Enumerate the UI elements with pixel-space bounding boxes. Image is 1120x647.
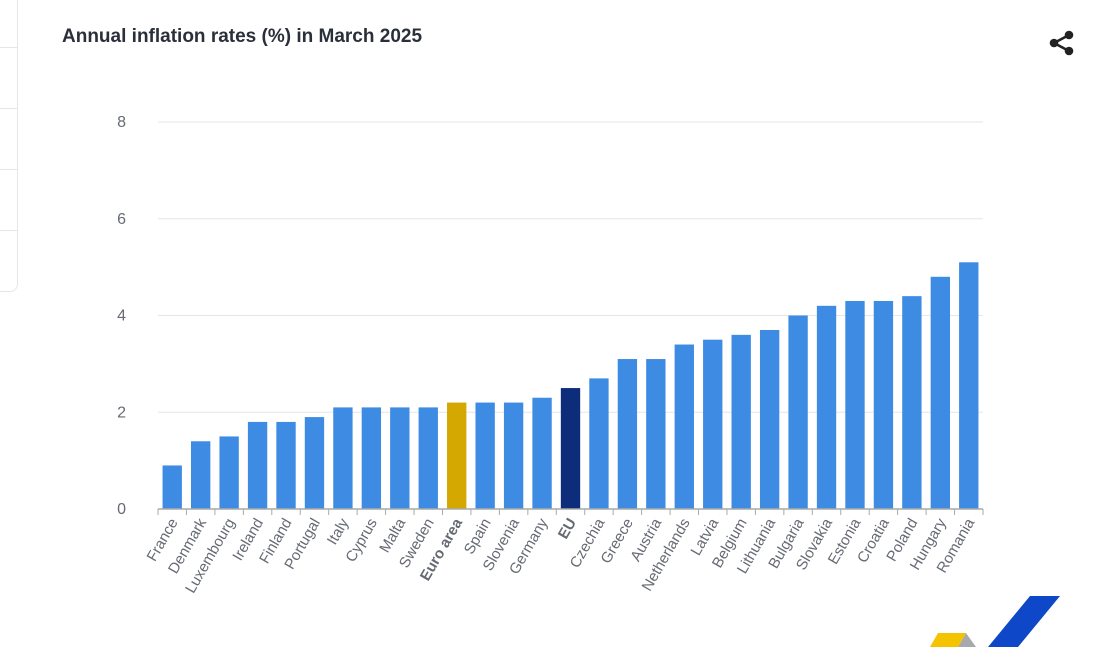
bar: [447, 402, 467, 509]
bar: [959, 262, 979, 509]
bar: [191, 441, 211, 509]
bar: [845, 300, 865, 509]
y-tick-label: 2: [117, 404, 126, 421]
eurostat-logo-mark: [930, 596, 1060, 647]
side-panel-divider: [0, 47, 17, 48]
y-tick-label: 4: [117, 308, 126, 325]
y-tick-label: 8: [117, 114, 126, 131]
bar: [759, 330, 780, 509]
side-panel: [0, 0, 18, 292]
bar: [532, 397, 552, 509]
bar: [617, 359, 638, 509]
bar: [816, 305, 837, 509]
y-axis-ticks: 0 2 4 6 8: [117, 114, 126, 518]
x-tick-label: Italy: [324, 515, 353, 548]
side-panel-divider: [0, 108, 17, 109]
x-axis: [157, 508, 984, 515]
bar: [247, 421, 268, 509]
bar: [731, 334, 751, 509]
side-panel-divider: [0, 230, 17, 231]
bar: [674, 344, 694, 509]
bar: [560, 388, 581, 509]
share-button[interactable]: [1046, 27, 1078, 59]
bar: [418, 407, 438, 509]
x-axis-labels: FranceDenmarkLuxembourgIrelandFinlandPor…: [144, 515, 979, 596]
side-panel-divider: [0, 169, 17, 170]
bar: [361, 407, 382, 509]
bar: [646, 359, 666, 509]
bar: [703, 339, 723, 509]
y-tick-label: 0: [117, 501, 126, 518]
bar: [390, 407, 410, 509]
bar: [930, 276, 950, 509]
bar: [276, 421, 296, 509]
bar: [873, 300, 894, 509]
bar: [304, 417, 325, 509]
bar: [902, 296, 922, 509]
y-tick-label: 6: [117, 211, 126, 228]
bar: [503, 402, 524, 509]
bar: [162, 465, 182, 509]
bars: [162, 262, 979, 509]
x-tick-label: EU: [555, 516, 580, 543]
bar: [589, 378, 609, 509]
chart-title: Annual inflation rates (%) in March 2025: [62, 26, 423, 47]
bar: [475, 402, 495, 509]
share-icon: [1049, 30, 1074, 56]
bar: [219, 436, 239, 509]
bar: [788, 315, 808, 509]
bar: [333, 407, 353, 509]
